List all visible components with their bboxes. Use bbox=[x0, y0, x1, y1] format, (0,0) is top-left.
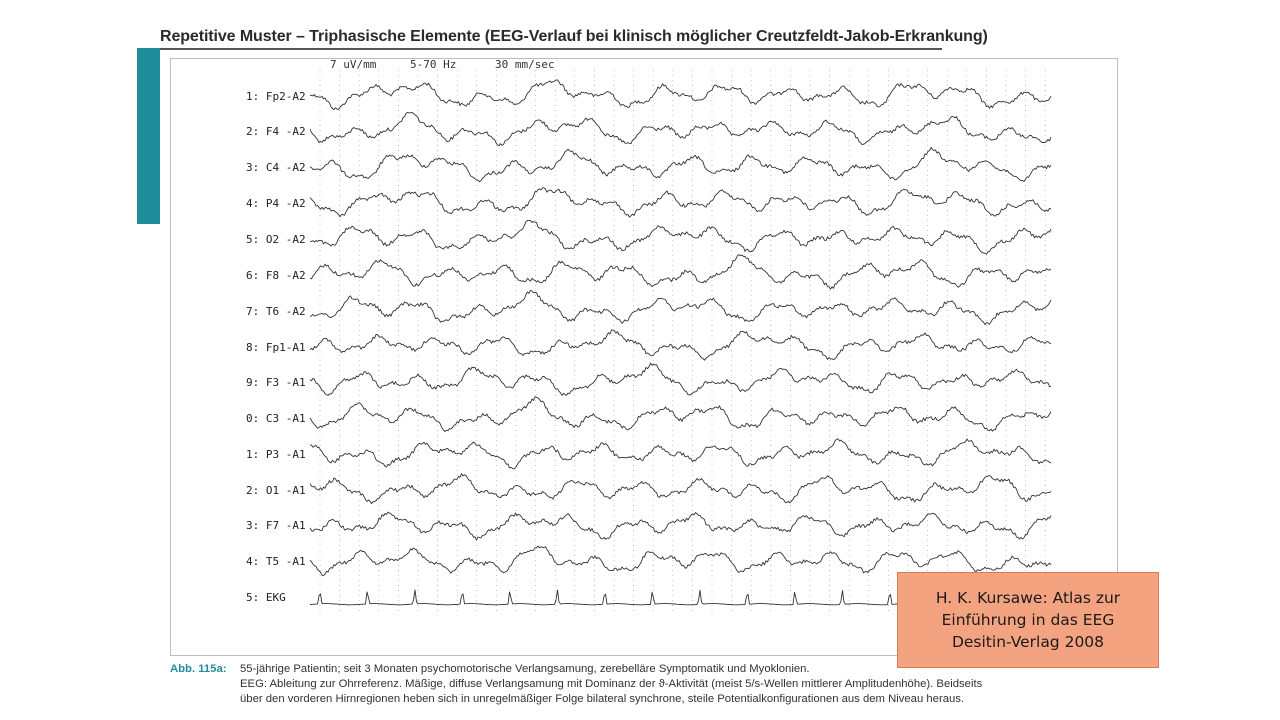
channel-label: 5: O2 -A2 bbox=[246, 233, 306, 246]
eeg-channel-trace bbox=[309, 473, 1052, 505]
filter-setting: 5-70 Hz bbox=[410, 58, 457, 71]
caption-line: 55-jährige Patientin; seit 3 Monaten psy… bbox=[240, 663, 810, 675]
eeg-traces bbox=[309, 79, 1052, 606]
eeg-channel-trace bbox=[309, 146, 1052, 183]
citation-line: Einführung in das EEG bbox=[941, 611, 1115, 629]
citation-line: H. K. Kursawe: Atlas zur bbox=[935, 589, 1121, 607]
channel-label: 3: C4 -A2 bbox=[246, 161, 306, 174]
channel-label: 6: F8 -A2 bbox=[246, 269, 306, 282]
channel-label: 9: F3 -A1 bbox=[246, 376, 306, 389]
eeg-figure-frame bbox=[170, 58, 1118, 656]
citation-box: H. K. Kursawe: Atlas zur Einführung in d… bbox=[897, 572, 1159, 668]
channel-label: 8: Fp1-A1 bbox=[246, 341, 306, 354]
time-gridlines bbox=[319, 70, 1046, 612]
figure-label: Abb. 115a: bbox=[170, 663, 227, 675]
eeg-channel-trace bbox=[309, 511, 1052, 541]
channel-label: 7: T6 -A2 bbox=[246, 305, 306, 318]
eeg-channel-trace bbox=[309, 545, 1052, 577]
caption-line: über den vorderen Hirnregionen heben sic… bbox=[240, 693, 965, 705]
eeg-channel-trace bbox=[309, 79, 1052, 111]
eeg-channel-trace bbox=[309, 254, 1052, 290]
eeg-channel-trace bbox=[309, 362, 1052, 396]
eeg-channel-trace bbox=[309, 329, 1052, 361]
channel-label: 1: P3 -A1 bbox=[246, 448, 306, 461]
channel-label: 2: O1 -A1 bbox=[246, 484, 306, 497]
eeg-channel-trace bbox=[309, 219, 1052, 255]
channel-label: 2: F4 -A2 bbox=[246, 125, 306, 138]
caption-line: EEG: Ableitung zur Ohrreferenz. Mäßige, … bbox=[240, 678, 983, 690]
channel-label: 3: F7 -A1 bbox=[246, 519, 306, 532]
sensitivity-setting: 7 uV/mm bbox=[330, 58, 377, 71]
citation-line: Desitin-Verlag 2008 bbox=[951, 633, 1105, 651]
paper-speed-setting: 30 mm/sec bbox=[495, 58, 555, 71]
eeg-channel-trace bbox=[309, 438, 1052, 470]
eeg-channel-trace bbox=[309, 289, 1052, 326]
channel-label: 0: C3 -A1 bbox=[246, 412, 306, 425]
page-title: Repetitive Muster – Triphasische Element… bbox=[160, 28, 988, 45]
accent-bar bbox=[137, 48, 160, 224]
eeg-channel-trace bbox=[309, 187, 1052, 218]
channel-label: 1: Fp2-A2 bbox=[246, 90, 306, 103]
eeg-channel-trace bbox=[309, 111, 1052, 147]
eeg-channel-trace bbox=[309, 396, 1052, 432]
channel-label: 4: P4 -A2 bbox=[246, 197, 306, 210]
title-divider bbox=[160, 48, 942, 50]
channel-label: 5: EKG bbox=[246, 591, 286, 604]
channel-label: 4: T5 -A1 bbox=[246, 555, 306, 568]
